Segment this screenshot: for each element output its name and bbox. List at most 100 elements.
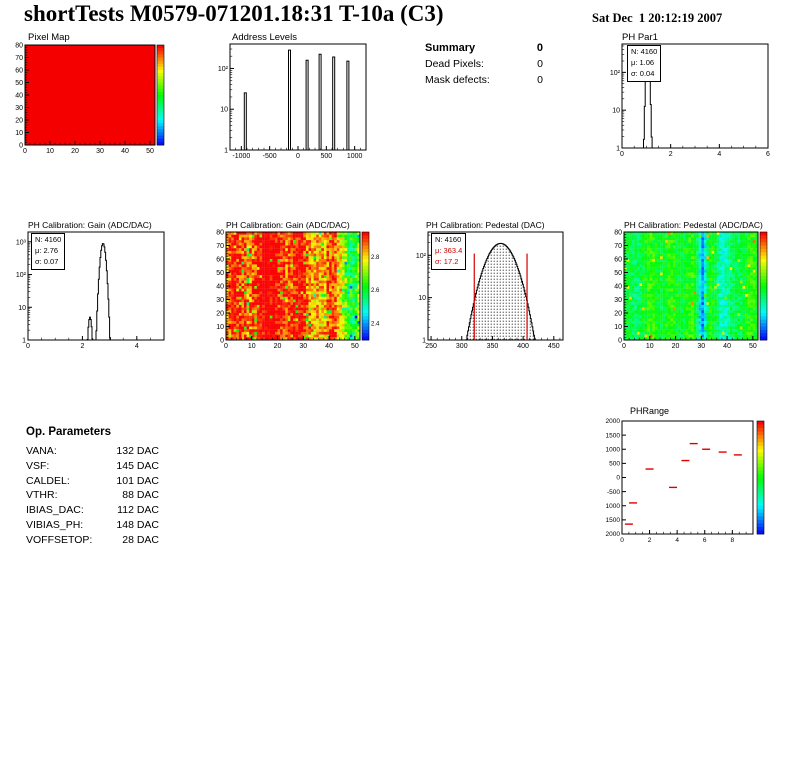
svg-text:10: 10	[248, 343, 256, 350]
svg-text:1: 1	[422, 338, 426, 345]
svg-text:0: 0	[23, 148, 27, 155]
param-label: VTHR:	[26, 489, 58, 502]
svg-text:0: 0	[616, 475, 620, 482]
svg-text:300: 300	[456, 343, 468, 350]
svg-text:2000: 2000	[606, 531, 621, 538]
op-parameters-title: Op. Parameters	[26, 426, 112, 438]
svg-text:80: 80	[15, 43, 23, 50]
svg-text:1000: 1000	[606, 446, 621, 453]
svg-text:50: 50	[15, 80, 23, 87]
svg-text:2.6: 2.6	[371, 288, 380, 294]
svg-text:2000: 2000	[606, 418, 621, 425]
svg-text:20: 20	[216, 311, 224, 318]
op-parameters-block: Op. Parameters VANA: 132 DAC VSF: 145 DAC …	[26, 426, 159, 549]
svg-text:30: 30	[15, 105, 23, 112]
stats-sigma: σ: 0.04	[631, 68, 655, 78]
svg-text:10: 10	[216, 324, 224, 331]
svg-text:1000: 1000	[606, 503, 621, 510]
plot-title-pedestal-hist: PH Calibration: Pedestal (DAC)	[426, 220, 545, 230]
svg-text:50: 50	[614, 270, 622, 277]
svg-text:20: 20	[672, 343, 680, 350]
svg-text:450: 450	[548, 343, 560, 350]
svg-text:1000: 1000	[347, 153, 363, 160]
svg-text:80: 80	[614, 230, 622, 237]
svg-text:10: 10	[46, 148, 54, 155]
mask-defects-value: 0	[537, 73, 543, 86]
svg-text:60: 60	[15, 68, 23, 75]
summary-row: Mask defects: 0	[425, 74, 543, 86]
svg-text:10: 10	[614, 324, 622, 331]
svg-text:1500: 1500	[606, 517, 621, 524]
svg-text:30: 30	[96, 148, 104, 155]
svg-text:2.8: 2.8	[371, 255, 380, 261]
svg-text:2: 2	[648, 537, 652, 544]
svg-text:0: 0	[618, 338, 622, 345]
stats-sigma: σ: 0.07	[35, 256, 59, 266]
gain-hist-chart: PH Calibration: Gain (ADC/DAC) 0 2 4 1 10 10²…	[14, 218, 204, 354]
svg-text:250: 250	[425, 343, 437, 350]
pedestal-hist-stats-box: N: 4160 μ: 363.4 σ: 17.2	[431, 233, 467, 270]
svg-text:20: 20	[15, 118, 23, 125]
stats-mean: μ: 2.76	[35, 245, 59, 255]
op-param-row: VIBIAS_PH: 148 DAC	[26, 519, 159, 531]
param-label: IBIAS_DAC:	[26, 504, 84, 517]
plot-title-pedestal-map: PH Calibration: Pedestal (ADC/DAC)	[624, 220, 763, 230]
plot-title-pixel-map: Pixel Map	[28, 32, 70, 43]
summary-value: 0	[536, 42, 543, 54]
svg-text:10²: 10²	[610, 70, 621, 77]
address-levels-chart: Address Levels -1000 -500 0 500 1000 1 10 10²	[208, 28, 380, 164]
op-param-row: VSF: 145 DAC	[26, 460, 159, 472]
gain-map-chart: PH Calibration: Gain (ADC/DAC) 0 10 20 30 40…	[212, 218, 384, 354]
param-value: 132 DAC	[116, 445, 159, 457]
svg-text:0: 0	[622, 343, 626, 350]
page-title: shortTests M0579-071201.18:31 T-10a (C3)	[24, 1, 444, 26]
summary-title: Summary	[425, 42, 476, 54]
svg-text:1: 1	[22, 338, 26, 345]
svg-text:30: 30	[614, 297, 622, 304]
svg-text:2.4: 2.4	[371, 321, 380, 327]
svg-text:40: 40	[121, 148, 129, 155]
param-value: 101 DAC	[116, 474, 159, 487]
svg-text:50: 50	[351, 343, 359, 350]
svg-text:40: 40	[216, 284, 224, 291]
svg-text:40: 40	[15, 93, 23, 100]
param-label: VSF:	[26, 459, 50, 472]
dead-pixels-value: 0	[537, 58, 543, 70]
svg-text:60: 60	[216, 257, 224, 264]
svg-text:400: 400	[517, 343, 529, 350]
svg-text:50: 50	[749, 343, 757, 350]
dead-pixels-label: Dead Pixels:	[425, 58, 484, 70]
op-param-row: IBIAS_DAC: 112 DAC	[26, 504, 159, 516]
svg-text:4: 4	[135, 343, 139, 350]
svg-text:80: 80	[216, 230, 224, 237]
svg-text:0: 0	[26, 343, 30, 350]
svg-text:500: 500	[609, 461, 620, 468]
svg-text:70: 70	[15, 55, 23, 62]
stats-n: N: 4160	[35, 235, 62, 244]
stats-mean: μ: 363.4	[435, 245, 463, 255]
plot-title-gain-map: PH Calibration: Gain (ADC/DAC)	[226, 220, 350, 230]
param-value: 28 DAC	[122, 533, 159, 546]
op-param-row: VANA: 132 DAC	[26, 445, 159, 457]
gain-map-canvas: 0 10 20 30 40 50 0 10 20 30 40 50 60 70 80 2.8 2.6 2.4	[216, 230, 380, 351]
svg-text:70: 70	[614, 243, 622, 250]
param-value: 145 DAC	[116, 459, 159, 472]
svg-text:0: 0	[620, 537, 624, 544]
summary-block: Summary 0 Dead Pixels: 0 Mask defects: 0	[425, 42, 543, 89]
svg-text:20: 20	[71, 148, 79, 155]
svg-text:10: 10	[220, 107, 228, 114]
svg-text:0: 0	[224, 343, 228, 350]
op-param-row: VOFFSETOP: 28 DAC	[26, 534, 159, 546]
svg-text:60: 60	[614, 257, 622, 264]
svg-text:350: 350	[487, 343, 499, 350]
svg-text:30: 30	[697, 343, 705, 350]
op-param-row: VTHR: 88 DAC	[26, 489, 159, 501]
svg-text:40: 40	[614, 284, 622, 291]
ph-par1-stats-box: N: 4160 μ: 1.06 σ: 0.04	[627, 45, 662, 82]
pedestal-map-canvas: 0 10 20 30 40 50 0 10 20 30 40 50 60 70 80	[614, 230, 768, 350]
plot-title-ph-range: PHRange	[630, 406, 670, 416]
summary-row: Dead Pixels: 0	[425, 58, 543, 70]
stats-n: N: 4160	[631, 47, 658, 56]
svg-text:4: 4	[717, 151, 721, 158]
